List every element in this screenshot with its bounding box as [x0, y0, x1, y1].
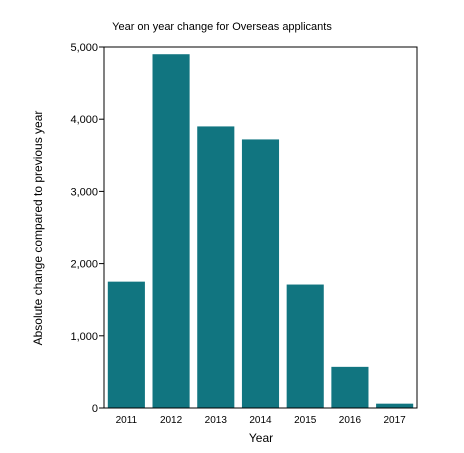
plot-frame	[103, 46, 418, 409]
bar-2013	[197, 126, 235, 409]
x-tick-label-2011: 2011	[116, 415, 138, 426]
y-tick-label: 1,000	[70, 331, 98, 343]
x-tick-label-2016: 2016	[339, 415, 362, 426]
x-axis-ticks: 2011 2012 2013 2014 2015 2016 2017	[116, 415, 407, 426]
bar-2012	[152, 54, 190, 408]
x-tick-label-2015: 2015	[294, 415, 317, 426]
y-tick-label: 3,000	[70, 186, 98, 198]
bar-2015	[286, 284, 324, 408]
bar-2014	[241, 139, 280, 409]
y-axis-ticks: 0 1,000 2,000 3,000 4,000 5,000	[70, 42, 104, 415]
x-tick-label-2012: 2012	[160, 415, 183, 426]
y-tick-label: 4,000	[70, 114, 98, 126]
bars-layer	[107, 54, 414, 409]
x-tick-label-2013: 2013	[205, 415, 228, 426]
y-tick-label: 2,000	[70, 259, 98, 271]
bar-2016	[331, 366, 369, 408]
x-axis-label: Year	[249, 431, 273, 445]
bar-2017	[376, 403, 414, 408]
y-tick-label: 0	[92, 403, 98, 415]
chart-title: Year on year change for Overseas applica…	[112, 21, 332, 33]
bar-2011	[107, 281, 145, 408]
y-axis-label: Absolute change compared to previous yea…	[31, 111, 45, 346]
y-tick-label: 5,000	[70, 42, 98, 54]
x-tick-label-2017: 2017	[384, 415, 407, 426]
x-tick-label-2014: 2014	[249, 415, 272, 426]
